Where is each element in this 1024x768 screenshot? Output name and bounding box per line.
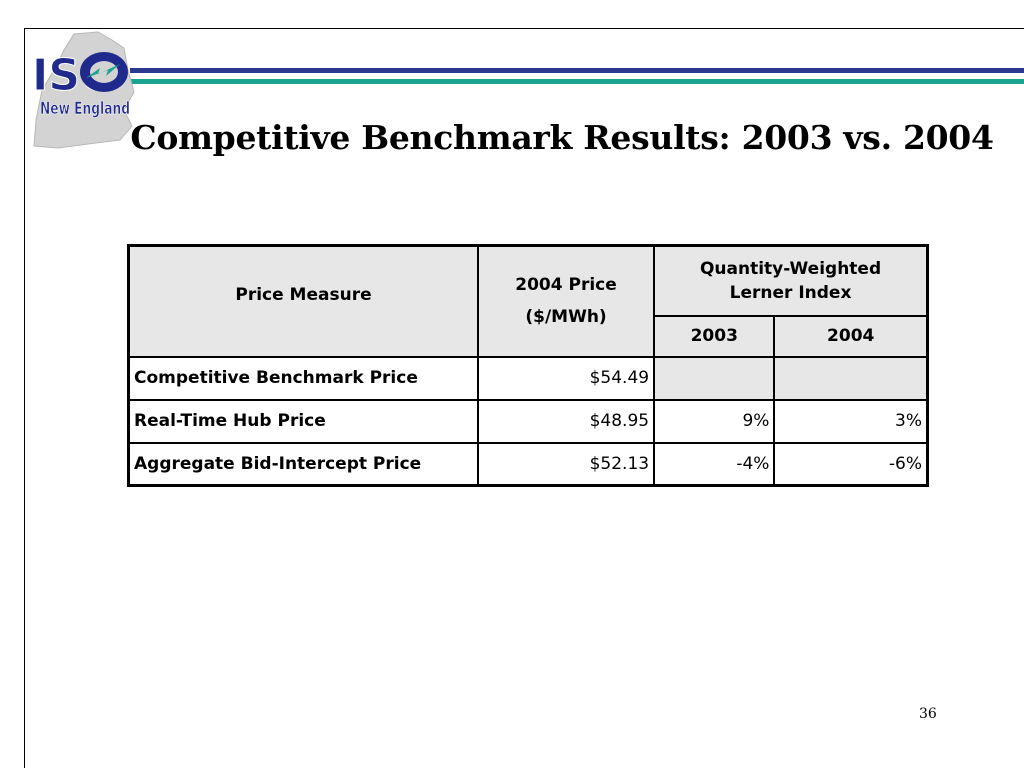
benchmark-table: 2004 Price ($/MWh) Quantity-Weighted Ler…	[127, 244, 929, 487]
header-stripe-navy	[130, 68, 1024, 73]
header-cell-2004: 2004	[773, 314, 929, 358]
header-cell-measure-bottom: Price Measure	[127, 285, 479, 358]
header-measure-label: Price Measure	[235, 284, 372, 305]
row-lerner-2003-value: 9%	[653, 398, 776, 444]
header-cell-measure-top	[127, 245, 479, 316]
table-row: Competitive Benchmark Price $54.49	[127, 355, 929, 401]
header-price-line1: 2004 Price	[515, 275, 617, 296]
header-cell-price: 2004 Price ($/MWh)	[476, 244, 656, 358]
header-lerner-line1: Quantity-Weighted	[699, 258, 882, 279]
table-row: Aggregate Bid-Intercept Price $52.13 -4%…	[127, 441, 929, 487]
row-price-value: $52.13	[476, 441, 656, 487]
table-header-row: 2004 Price ($/MWh) Quantity-Weighted Ler…	[127, 244, 929, 358]
row-lerner-2003-value: -4%	[653, 441, 776, 487]
row-lerner-2003-value	[653, 355, 776, 401]
row-measure-label: Real-Time Hub Price	[127, 398, 479, 444]
logo-bolt-icon	[86, 64, 120, 78]
row-lerner-2004-value: -6%	[773, 441, 929, 487]
header-cell-lerner: Quantity-Weighted Lerner Index	[653, 244, 929, 317]
table-subheader-row: Price Measure 2003 2004	[127, 285, 929, 358]
header-cell-2003: 2003	[653, 314, 776, 358]
iso-new-england-logo: ISO New England	[32, 31, 135, 149]
row-lerner-2004-value: 3%	[773, 398, 929, 444]
header-stripe-teal	[130, 79, 1024, 84]
row-price-value: $54.49	[476, 355, 656, 401]
header-price-line2: ($/MWh)	[525, 307, 607, 328]
table-row: Real-Time Hub Price $48.95 9% 3%	[127, 398, 929, 444]
logo-new-england-text: New England	[40, 99, 130, 119]
row-measure-label: Aggregate Bid-Intercept Price	[127, 441, 479, 487]
row-lerner-2004-value	[773, 355, 929, 401]
row-price-value: $48.95	[476, 398, 656, 444]
slide-frame-left	[24, 28, 25, 768]
header-lerner-line2: Lerner Index	[729, 282, 852, 303]
slide-title: Competitive Benchmark Results: 2003 vs. …	[130, 118, 994, 157]
page-number: 36	[919, 706, 937, 722]
slide-frame-top	[24, 28, 1024, 29]
row-measure-label: Competitive Benchmark Price	[127, 355, 479, 401]
